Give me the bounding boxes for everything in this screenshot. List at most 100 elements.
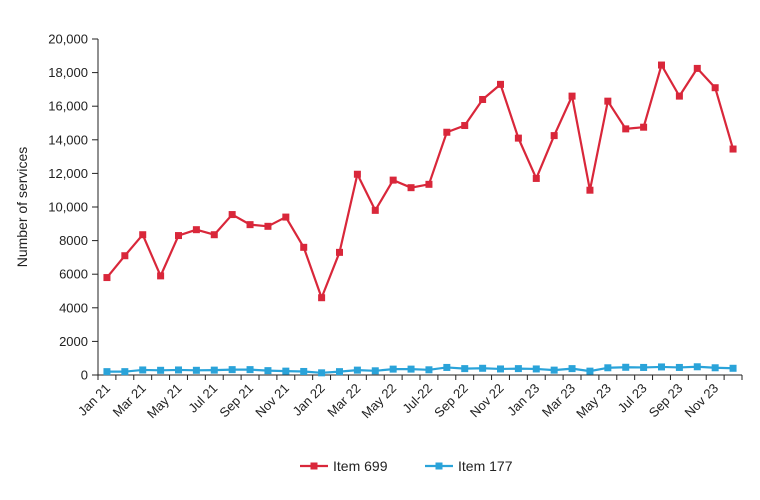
data-point xyxy=(497,80,504,88)
data-point xyxy=(103,368,111,376)
x-tick-label: Jan 22 xyxy=(290,381,328,419)
data-point xyxy=(157,272,165,280)
x-tick-label: Nov 21 xyxy=(252,381,292,421)
data-point xyxy=(139,366,147,374)
x-tick-label: Jul 21 xyxy=(185,381,220,416)
x-tick-label: Mar 23 xyxy=(539,381,578,420)
y-tick-label: 16,000 xyxy=(48,99,88,114)
y-tick-label: 14,000 xyxy=(48,132,88,147)
data-point xyxy=(192,366,200,374)
data-point xyxy=(318,294,326,302)
x-tick-label: Jan 23 xyxy=(504,381,542,419)
data-point xyxy=(246,366,254,374)
data-point xyxy=(371,206,379,214)
data-point xyxy=(371,367,379,375)
data-point xyxy=(729,145,737,153)
x-tick-label: May 21 xyxy=(144,381,185,422)
data-point xyxy=(711,364,719,372)
legend-label: Item 177 xyxy=(458,458,513,474)
data-point xyxy=(461,122,469,130)
y-tick-label: 6000 xyxy=(59,267,88,282)
data-point xyxy=(586,186,594,194)
data-point xyxy=(157,366,165,374)
x-tick-label: Mar 21 xyxy=(110,381,149,420)
data-point xyxy=(568,365,576,373)
data-point xyxy=(407,365,415,373)
data-point xyxy=(604,364,612,372)
legend-marker xyxy=(435,462,443,470)
y-tick-label: 18,000 xyxy=(48,65,88,80)
data-point xyxy=(443,363,451,371)
data-point xyxy=(640,363,648,371)
data-point xyxy=(336,368,343,376)
data-point xyxy=(479,95,487,103)
data-point xyxy=(192,226,200,234)
x-tick-label: Sep 22 xyxy=(431,381,471,421)
data-point xyxy=(658,61,665,69)
y-axis-title: Number of services xyxy=(14,147,30,268)
series-item-177 xyxy=(103,363,737,377)
x-tick-label: May 22 xyxy=(359,381,400,422)
x-tick-label: Jul 23 xyxy=(615,381,650,416)
x-tick-label: Mar 22 xyxy=(324,381,363,420)
x-tick-label: Sep 23 xyxy=(646,381,686,421)
y-tick-label: 20,000 xyxy=(48,32,88,47)
data-point xyxy=(282,213,290,221)
data-point xyxy=(675,363,683,371)
legend-label: Item 699 xyxy=(333,458,388,474)
y-tick-label: 0 xyxy=(81,368,88,383)
data-point xyxy=(353,170,361,178)
data-point xyxy=(443,128,451,136)
data-point xyxy=(604,97,612,105)
data-point xyxy=(210,366,218,374)
data-point xyxy=(264,222,272,230)
x-tick-label: May 23 xyxy=(573,381,614,422)
series-item-699 xyxy=(103,61,737,302)
x-tick-label: Sep 21 xyxy=(216,381,256,421)
data-point xyxy=(693,64,701,72)
x-tick-label: Nov 22 xyxy=(467,381,507,421)
data-point xyxy=(622,125,630,133)
data-point xyxy=(461,365,469,373)
data-point xyxy=(353,366,361,374)
data-point xyxy=(586,367,594,375)
data-point xyxy=(407,184,415,192)
data-point xyxy=(228,366,236,374)
data-point xyxy=(640,123,648,131)
data-point xyxy=(550,132,558,140)
data-point xyxy=(425,366,433,374)
y-tick-label: 4000 xyxy=(59,300,88,315)
data-point xyxy=(568,92,576,100)
series-line xyxy=(106,63,735,299)
data-point xyxy=(514,365,522,373)
data-point xyxy=(693,363,701,371)
x-tick-label: Nov 23 xyxy=(682,381,722,421)
data-point xyxy=(729,364,737,372)
data-point xyxy=(121,252,129,260)
data-point xyxy=(300,367,308,375)
data-point xyxy=(389,176,397,184)
data-point xyxy=(318,369,326,377)
y-tick-label: 2000 xyxy=(59,334,88,349)
data-point xyxy=(532,174,540,182)
data-point xyxy=(711,84,719,92)
y-tick-label: 12,000 xyxy=(48,166,88,181)
y-tick-label: 8000 xyxy=(59,233,88,248)
legend: Item 699 Item 177 xyxy=(300,458,513,474)
x-tick-label: Jul-22 xyxy=(399,381,435,417)
data-point xyxy=(282,367,290,375)
data-point xyxy=(532,365,540,373)
data-point xyxy=(175,232,182,240)
data-point xyxy=(336,248,343,256)
data-point xyxy=(658,363,665,371)
data-point xyxy=(550,366,558,374)
series-line xyxy=(106,365,734,374)
data-point xyxy=(479,364,487,372)
series-layer xyxy=(103,61,737,377)
data-point xyxy=(246,221,254,229)
data-point xyxy=(675,92,683,100)
data-point xyxy=(497,365,504,373)
data-point xyxy=(139,231,147,239)
